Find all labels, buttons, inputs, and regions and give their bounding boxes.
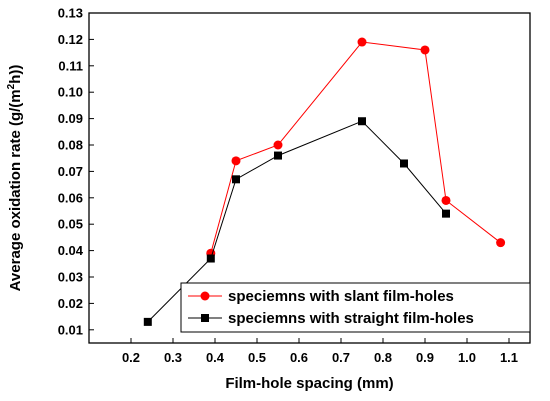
data-point [231,156,241,166]
data-point [496,238,506,248]
legend-box [180,282,531,333]
data-point [143,317,152,326]
x-tick-label: 1.1 [500,350,518,365]
x-tick-label: 0.8 [374,350,392,365]
x-tick-label: 0.7 [332,350,350,365]
y-tick-label: 0.13 [58,6,83,21]
x-tick-label: 0.9 [416,350,434,365]
y-tick-label: 0.12 [58,32,83,47]
legend-label-slant: speciemns with slant film-holes [228,288,454,305]
y-axis-ticks: 0.01 0.02 0.03 0.04 0.05 0.06 0.07 0.08 0.09 0.10… [58,6,94,337]
y-axis-title-tail: h)) [7,65,24,84]
x-tick-label: 0.6 [290,350,308,365]
data-point [232,175,240,184]
y-tick-label: 0.01 [58,322,83,337]
y-tick-label: 0.08 [58,138,83,153]
data-point [400,159,408,168]
series-line-0 [210,41,501,254]
y-tick-label: 0.04 [58,243,84,258]
x-tick-label: 1.0 [458,350,476,365]
data-point [441,195,451,205]
data-point [357,37,367,47]
data-point [420,45,430,55]
plot-frame [88,12,531,344]
data-point [274,151,282,160]
x-axis-ticks: 0.2 0.3 0.4 0.5 0.6 0.7 0.8 0.9 1.0 1.1 [122,338,518,365]
data-point [273,140,283,150]
y-tick-label: 0.11 [58,58,83,73]
legend: speciemns with slant film-holes speciemn… [180,282,531,333]
series-layer [143,37,506,326]
y-axis-title-superscript: 2 [6,83,17,89]
data-point [358,117,366,126]
y-tick-label: 0.03 [58,270,83,285]
y-tick-label: 0.10 [58,85,83,100]
x-tick-label: 0.5 [248,350,266,365]
data-point [442,209,450,218]
legend-marker-slant [200,291,210,301]
x-axis-title: Film-hole spacing (mm) [225,375,393,392]
y-tick-label: 0.02 [58,296,83,311]
y-axis-title-main: Average oxidation rate (g/(m [7,89,24,291]
y-tick-label: 0.09 [58,111,83,126]
y-tick-label: 0.05 [58,217,83,232]
x-tick-label: 0.4 [206,350,225,365]
x-tick-label: 0.3 [164,350,182,365]
y-axis-title: Average oxidation rate (g/(m2h)) [6,65,24,292]
data-point [206,254,215,263]
legend-marker-straight [201,314,209,322]
y-tick-label: 0.07 [58,164,83,179]
y-tick-label: 0.06 [58,190,83,205]
legend-label-straight: speciemns with straight film-holes [228,310,474,327]
x-tick-label: 0.2 [122,350,140,365]
